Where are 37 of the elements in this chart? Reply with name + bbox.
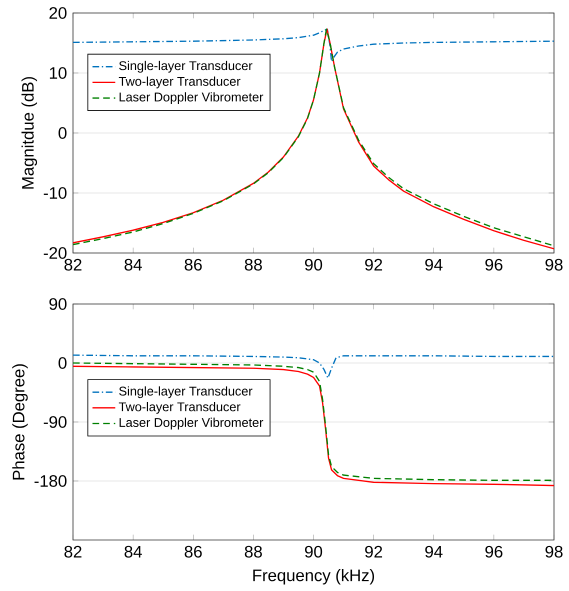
x-tick-label: 96	[485, 258, 502, 271]
y-tick-label: 0	[58, 357, 67, 369]
x-tick-label: 84	[124, 258, 142, 271]
legend-label: Laser Doppler Vibrometer	[120, 92, 264, 104]
legend-label: Two-layer Transducer	[118, 76, 240, 88]
x-tick-label: 86	[184, 546, 202, 558]
y-tick-label: -180	[34, 475, 67, 487]
y-tick-label: -20	[44, 247, 67, 259]
x-tick-label: 84	[124, 546, 142, 558]
line-series	[73, 28, 554, 62]
y-axis-title: Phase (Degree)	[12, 364, 28, 480]
legend-label: Two-layer Transducer	[118, 402, 240, 414]
x-tick-label: 82	[64, 546, 82, 558]
y-axis-title: Magnitdue (dB)	[22, 77, 38, 189]
x-tick-label: 92	[365, 546, 382, 558]
y-tick-label: 10	[50, 67, 67, 79]
legend-label: Laser Doppler Vibrometer	[120, 418, 264, 430]
y-tick-label: -10	[44, 187, 67, 199]
x-tick-label: 98	[546, 258, 563, 271]
x-tick-label: 94	[425, 258, 443, 271]
x-tick-label: 88	[244, 258, 262, 271]
x-tick-label: 82	[64, 258, 82, 271]
y-tick-label: -90	[44, 416, 67, 428]
x-tick-label: 96	[485, 546, 502, 558]
x-tick-label: 92	[365, 258, 382, 271]
y-tick-label: 0	[58, 127, 67, 139]
x-tick-label: 88	[244, 546, 262, 558]
x-axis-title: Frequency (kHz)	[253, 568, 374, 585]
y-tick-label: 90	[49, 298, 67, 310]
legend-label: Single-layer Transducer	[119, 60, 252, 73]
x-tick-label: 90	[305, 546, 322, 558]
x-tick-label: 94	[425, 546, 443, 558]
x-tick-label: 90	[305, 258, 322, 271]
x-tick-label: 86	[184, 258, 202, 271]
legend-label: Single-layer Transducer	[119, 386, 252, 398]
y-tick-label: 20	[49, 7, 67, 19]
x-tick-label: 98	[546, 546, 563, 558]
